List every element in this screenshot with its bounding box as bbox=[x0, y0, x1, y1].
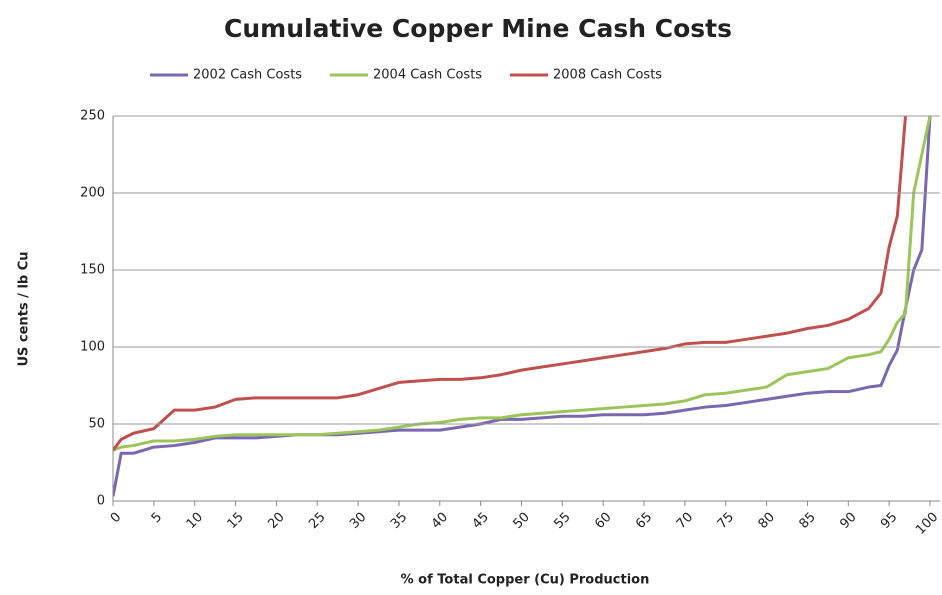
series-line bbox=[113, 116, 932, 452]
series-line bbox=[113, 116, 932, 497]
x-tick-label: 30 bbox=[347, 510, 369, 532]
y-tick-label: 0 bbox=[97, 494, 105, 509]
x-tick-label: 70 bbox=[674, 510, 696, 532]
y-tick-label: 150 bbox=[80, 263, 105, 278]
x-tick-label: 75 bbox=[715, 510, 737, 532]
y-axis-title: US cents / lb Cu bbox=[17, 251, 32, 366]
x-tick-label: 50 bbox=[510, 510, 532, 532]
x-tick-label: 100 bbox=[913, 510, 941, 538]
x-tick-label: 55 bbox=[551, 510, 573, 532]
x-tick-label: 45 bbox=[470, 510, 492, 532]
chart-title: Cumulative Copper Mine Cash Costs bbox=[224, 14, 732, 43]
series-line bbox=[113, 116, 907, 452]
x-axis-title: % of Total Copper (Cu) Production bbox=[401, 573, 650, 588]
x-tick-label: 60 bbox=[592, 510, 614, 532]
x-tick-label: 90 bbox=[837, 510, 859, 532]
x-tick-label: 0 bbox=[108, 510, 124, 526]
legend-label: 2008 Cash Costs bbox=[553, 68, 662, 83]
x-tick-label: 15 bbox=[225, 510, 247, 532]
legend-label: 2002 Cash Costs bbox=[193, 68, 302, 83]
x-tick-label: 95 bbox=[878, 510, 900, 532]
y-tick-label: 250 bbox=[80, 109, 105, 124]
x-tick-label: 80 bbox=[756, 510, 778, 532]
x-tick-label: 10 bbox=[184, 510, 206, 532]
x-tick-label: 65 bbox=[633, 510, 655, 532]
y-tick-label: 50 bbox=[88, 417, 105, 432]
x-tick-label: 85 bbox=[796, 510, 818, 532]
legend-label: 2004 Cash Costs bbox=[373, 68, 482, 83]
y-tick-label: 100 bbox=[80, 340, 105, 355]
x-tick-label: 25 bbox=[306, 510, 328, 532]
x-tick-label: 40 bbox=[429, 510, 451, 532]
x-tick-label: 35 bbox=[388, 510, 410, 532]
y-tick-label: 200 bbox=[80, 186, 105, 201]
plot-area bbox=[113, 116, 932, 497]
x-tick-label: 5 bbox=[149, 510, 165, 526]
x-tick-label: 20 bbox=[265, 510, 287, 532]
